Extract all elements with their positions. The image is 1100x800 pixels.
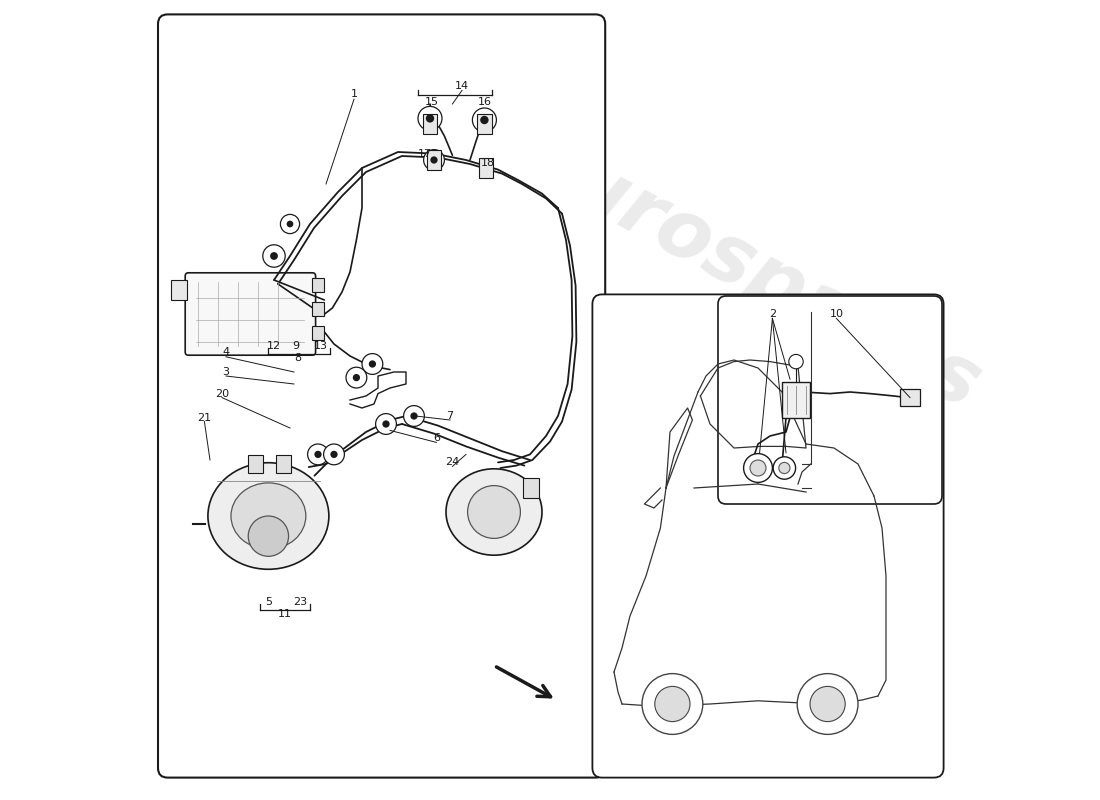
Text: a passion for parts since 1985: a passion for parts since 1985 — [600, 410, 901, 582]
Bar — [422, 114, 437, 134]
Text: eurospares: eurospares — [507, 118, 993, 426]
Circle shape — [375, 414, 396, 434]
Circle shape — [330, 450, 338, 458]
Ellipse shape — [231, 483, 306, 549]
Circle shape — [383, 420, 389, 428]
Circle shape — [280, 214, 299, 234]
Circle shape — [410, 412, 418, 420]
Text: 10: 10 — [829, 309, 844, 318]
Circle shape — [323, 444, 344, 465]
Circle shape — [362, 354, 383, 374]
Text: 13: 13 — [315, 341, 328, 350]
Text: 11: 11 — [277, 610, 292, 619]
Circle shape — [430, 156, 438, 164]
Text: 2: 2 — [769, 309, 776, 318]
Circle shape — [346, 367, 366, 388]
Bar — [782, 382, 810, 418]
Circle shape — [789, 354, 803, 369]
Circle shape — [404, 406, 425, 426]
Circle shape — [315, 450, 321, 458]
Text: 3: 3 — [222, 367, 230, 377]
Text: 15: 15 — [425, 98, 439, 107]
Circle shape — [773, 457, 795, 479]
Bar — [312, 326, 324, 340]
Circle shape — [481, 116, 488, 124]
Circle shape — [424, 150, 444, 170]
Text: 12: 12 — [267, 341, 282, 350]
Circle shape — [468, 486, 520, 538]
Circle shape — [353, 374, 360, 382]
Bar — [170, 280, 187, 300]
Bar — [427, 150, 441, 170]
Circle shape — [308, 444, 329, 465]
Text: 14: 14 — [455, 81, 469, 90]
Text: 16: 16 — [477, 98, 492, 107]
Circle shape — [271, 252, 278, 260]
Circle shape — [426, 114, 434, 122]
Circle shape — [263, 245, 285, 267]
Circle shape — [750, 460, 766, 476]
FancyBboxPatch shape — [185, 273, 316, 355]
Circle shape — [779, 462, 790, 474]
Circle shape — [368, 360, 376, 368]
Bar — [249, 455, 263, 473]
Text: 17: 17 — [417, 149, 431, 158]
Text: 23: 23 — [294, 597, 308, 606]
Ellipse shape — [208, 462, 329, 570]
Circle shape — [472, 108, 496, 132]
Circle shape — [798, 674, 858, 734]
Text: 1: 1 — [351, 90, 358, 99]
Circle shape — [418, 106, 442, 130]
Bar — [312, 302, 324, 316]
Circle shape — [642, 674, 703, 734]
FancyBboxPatch shape — [593, 294, 944, 778]
Bar — [522, 478, 539, 498]
Text: 4: 4 — [222, 347, 230, 357]
Text: 8: 8 — [295, 354, 301, 363]
Bar — [312, 278, 324, 292]
Bar — [478, 158, 493, 178]
Text: 21: 21 — [197, 413, 211, 422]
Bar — [276, 455, 290, 473]
Text: 5: 5 — [265, 597, 272, 606]
Text: 9: 9 — [292, 341, 299, 350]
Circle shape — [654, 686, 690, 722]
Text: 24: 24 — [446, 458, 460, 467]
FancyBboxPatch shape — [158, 14, 605, 778]
FancyBboxPatch shape — [718, 296, 942, 504]
Circle shape — [810, 686, 845, 722]
Text: 18: 18 — [481, 158, 495, 168]
Text: 6: 6 — [433, 434, 440, 443]
Circle shape — [249, 516, 288, 556]
Bar — [477, 114, 492, 134]
Text: 20: 20 — [214, 389, 229, 398]
Circle shape — [287, 221, 294, 227]
Bar — [901, 389, 921, 406]
Text: 7: 7 — [447, 411, 453, 421]
Circle shape — [744, 454, 772, 482]
Ellipse shape — [446, 469, 542, 555]
